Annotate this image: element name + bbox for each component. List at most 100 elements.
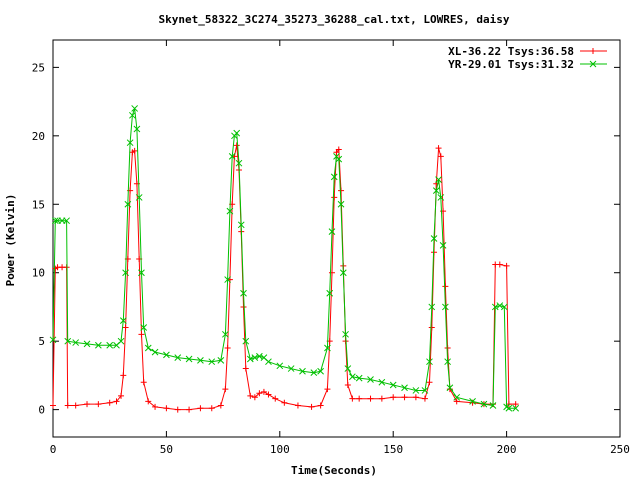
data-point — [287, 365, 295, 372]
data-point — [412, 394, 419, 401]
x-tick-label: 200 — [497, 443, 517, 456]
data-point — [174, 406, 181, 413]
data-point — [233, 129, 241, 137]
data-point — [256, 390, 263, 397]
data-point — [446, 384, 454, 392]
data-point — [163, 405, 170, 412]
data-point — [124, 200, 132, 208]
data-point — [442, 303, 449, 311]
data-point — [251, 394, 258, 401]
data-point — [185, 355, 193, 363]
data-point — [224, 345, 231, 352]
data-point — [328, 269, 335, 276]
chart-title: Skynet_58322_3C274_35273_36288_cal.txt, … — [159, 13, 510, 26]
y-tick-label: 5 — [38, 335, 45, 348]
x-tick-label: 250 — [610, 443, 630, 456]
data-point — [401, 384, 408, 392]
data-point — [145, 398, 152, 405]
data-point — [138, 269, 145, 277]
data-point — [240, 289, 247, 297]
data-point — [186, 406, 193, 413]
data-point — [324, 386, 331, 393]
data-point — [437, 194, 445, 201]
data-point — [412, 387, 420, 394]
data-point — [144, 344, 152, 352]
data-point — [349, 373, 356, 381]
y-tick-label: 25 — [32, 61, 45, 74]
data-point — [84, 401, 91, 408]
data-point — [122, 269, 129, 277]
data-point — [294, 402, 301, 409]
data-point — [324, 344, 331, 352]
data-point — [131, 105, 139, 112]
data-point — [512, 401, 519, 408]
data-point — [72, 402, 79, 409]
data-point — [276, 362, 284, 370]
data-point — [197, 405, 204, 412]
legend-marker — [590, 48, 596, 54]
data-point — [163, 351, 170, 359]
data-point — [197, 356, 204, 364]
x-tick-label: 150 — [383, 443, 403, 456]
data-point — [64, 402, 71, 409]
series-2 — [49, 105, 520, 412]
data-point — [233, 142, 240, 149]
data-point — [247, 392, 254, 399]
data-point — [120, 372, 127, 379]
data-point — [453, 398, 460, 405]
data-point — [299, 367, 306, 375]
data-point — [439, 241, 447, 249]
data-point — [503, 262, 510, 269]
data-point — [435, 176, 442, 183]
data-point — [378, 378, 386, 386]
data-point — [129, 111, 136, 119]
data-point — [117, 337, 125, 345]
legend-marker — [589, 60, 597, 68]
data-point — [49, 336, 57, 344]
data-point — [208, 358, 216, 366]
data-point — [140, 324, 148, 331]
plot-series — [49, 105, 520, 413]
data-point — [437, 153, 444, 160]
data-point — [265, 391, 272, 398]
data-point — [152, 403, 159, 410]
data-point — [235, 159, 243, 167]
axes: 0 50 100 150 200 250 0 5 10 15 20 25 — [32, 39, 630, 456]
data-point — [390, 394, 397, 401]
data-point — [426, 379, 433, 386]
data-point — [256, 352, 263, 360]
data-point — [106, 341, 114, 349]
y-tick-label: 0 — [38, 404, 45, 417]
data-point — [226, 207, 234, 215]
data-point — [246, 355, 254, 363]
series-line — [52, 145, 516, 411]
data-point — [63, 217, 70, 225]
data-point — [505, 404, 513, 412]
data-point — [126, 139, 134, 147]
data-point — [335, 155, 343, 163]
data-point — [217, 402, 224, 409]
data-point — [217, 356, 225, 364]
data-point — [355, 374, 363, 382]
data-point — [237, 221, 245, 229]
data-point — [265, 358, 272, 366]
data-point — [51, 217, 59, 225]
data-point — [228, 153, 236, 160]
x-tick-label: 100 — [270, 443, 290, 456]
data-point — [118, 392, 125, 399]
data-point — [344, 381, 351, 388]
x-tick-label: 50 — [160, 443, 173, 456]
data-point — [260, 388, 267, 395]
data-point — [222, 386, 229, 393]
data-point — [106, 399, 113, 406]
data-point — [131, 147, 138, 154]
data-point — [242, 365, 249, 372]
data-point — [444, 345, 451, 352]
data-point — [72, 339, 80, 346]
y-tick-label: 10 — [32, 267, 45, 280]
data-point — [251, 354, 259, 361]
data-point — [428, 324, 435, 331]
data-point — [349, 395, 356, 402]
